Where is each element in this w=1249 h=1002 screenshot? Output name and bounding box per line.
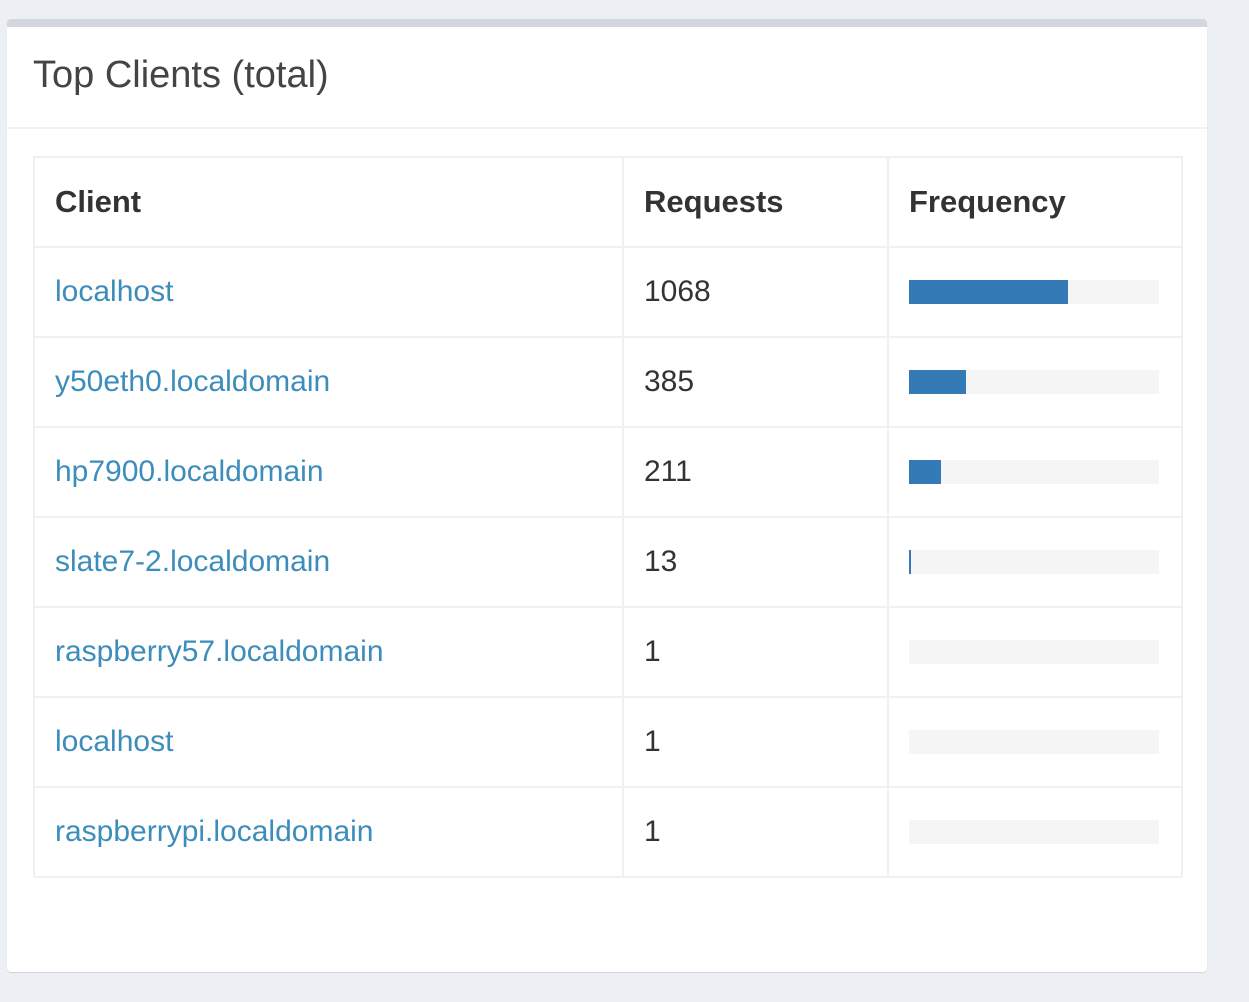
client-cell: localhost [33, 696, 624, 788]
frequency-progress-bar [909, 640, 1159, 664]
frequency-cell [887, 246, 1183, 338]
client-link[interactable]: slate7-2.localdomain [55, 545, 331, 578]
top-clients-panel: Top Clients (total) Client Requests Freq… [7, 19, 1207, 972]
frequency-cell [887, 696, 1183, 788]
table-header-row: Client Requests Frequency [33, 156, 1183, 248]
column-header-frequency: Frequency [887, 156, 1183, 248]
client-link[interactable]: localhost [55, 275, 174, 308]
frequency-cell [887, 516, 1183, 608]
requests-cell: 1 [622, 786, 889, 878]
client-cell: y50eth0.localdomain [33, 336, 624, 428]
table-row: y50eth0.localdomain 385 [33, 336, 1183, 428]
panel-title: Top Clients (total) [33, 54, 329, 96]
client-link[interactable]: raspberry57.localdomain [55, 635, 384, 668]
frequency-progress-fill [909, 370, 967, 394]
client-cell: localhost [33, 246, 624, 338]
requests-cell: 1 [622, 606, 889, 698]
frequency-progress-bar [909, 370, 1159, 394]
client-cell: raspberrypi.localdomain [33, 786, 624, 878]
client-link[interactable]: y50eth0.localdomain [55, 365, 331, 398]
frequency-progress-bar [909, 820, 1159, 844]
requests-cell: 13 [622, 516, 889, 608]
table-row: raspberrypi.localdomain 1 [33, 786, 1183, 878]
frequency-cell [887, 426, 1183, 518]
frequency-progress-bar [909, 280, 1159, 304]
requests-cell: 211 [622, 426, 889, 518]
client-link[interactable]: localhost [55, 725, 174, 758]
requests-cell: 1 [622, 696, 889, 788]
frequency-cell [887, 606, 1183, 698]
client-link[interactable]: hp7900.localdomain [55, 455, 324, 488]
frequency-cell [887, 786, 1183, 878]
top-clients-table: Client Requests Frequency localhost 1068 y… [33, 156, 1183, 878]
frequency-progress-bar [909, 460, 1159, 484]
table-row: hp7900.localdomain 211 [33, 426, 1183, 518]
frequency-progress-bar [909, 550, 1159, 574]
table-row: localhost 1 [33, 696, 1183, 788]
column-header-requests: Requests [622, 156, 889, 248]
panel-header: Top Clients (total) [7, 27, 1207, 129]
frequency-progress-fill [909, 460, 941, 484]
client-cell: hp7900.localdomain [33, 426, 624, 518]
column-header-client: Client [33, 156, 624, 248]
table-row: slate7-2.localdomain 13 [33, 516, 1183, 608]
table-row: localhost 1068 [33, 246, 1183, 338]
client-link[interactable]: raspberrypi.localdomain [55, 815, 374, 848]
frequency-progress-fill [909, 550, 911, 574]
client-cell: slate7-2.localdomain [33, 516, 624, 608]
requests-cell: 1068 [622, 246, 889, 338]
requests-cell: 385 [622, 336, 889, 428]
frequency-cell [887, 336, 1183, 428]
frequency-progress-fill [909, 280, 1068, 304]
frequency-progress-bar [909, 730, 1159, 754]
client-cell: raspberry57.localdomain [33, 606, 624, 698]
table-row: raspberry57.localdomain 1 [33, 606, 1183, 698]
